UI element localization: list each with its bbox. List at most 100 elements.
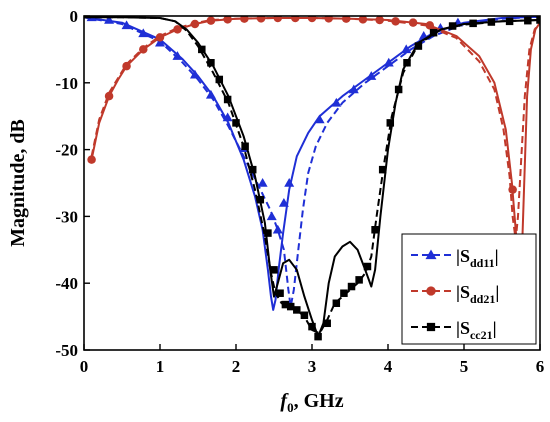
scc21-marker [363,262,372,271]
sdd21-marker [408,18,418,27]
scc21-marker [215,75,224,84]
x-tick-label: 5 [460,357,469,376]
scc21-marker [300,311,309,320]
sdd11-marker [278,198,289,207]
sdd21-dashed-line [90,17,540,241]
legend-marker-sdd11 [425,249,437,260]
scc21-marker [198,45,206,54]
sdd21-marker [508,185,517,194]
x-axis-title-subscript: 0 [287,400,294,415]
scc21-marker [403,59,411,67]
scc21-marker [378,165,387,174]
legend-marker-scc21 [426,322,436,332]
sdd21-marker [291,16,300,23]
x-tick-label: 2 [232,357,241,376]
scc21-marker [314,332,322,341]
scc21-marker [207,59,215,67]
legend: |Sdd11| |Sdd21| |Scc21| [401,233,537,345]
sdd11-marker [172,51,183,60]
sdd11-marker [314,114,325,124]
x-axis-title-main: f [280,390,289,412]
scc21-marker [505,17,514,26]
y-tick-label: -20 [55,141,78,160]
legend-entry-sdd21: |Sdd21| [411,282,499,306]
sdd11-marker [222,112,233,122]
scc21-marker [536,16,540,24]
x-tick-label: 6 [536,357,545,376]
x-tick-label: 3 [308,357,317,376]
y-tick-label: 0 [70,7,79,26]
sdd11-marker [266,211,277,221]
sdd21-marker [173,25,182,34]
sdd21-marker [391,17,400,26]
scc21-marker [308,322,316,331]
scc21-marker [394,85,403,94]
scc21-marker [347,282,356,291]
sdd21-marker [190,19,200,29]
scc21-marker [414,42,423,50]
sdd21-marker [104,91,114,101]
plot-data-layer [84,16,540,341]
legend-box [401,233,537,345]
legend-marker-sdd21 [426,286,436,296]
x-tick-label: 4 [384,357,393,376]
scc21-marker [332,299,341,307]
sdd21-marker [341,16,351,23]
scc21-marker [223,95,232,104]
scc21-marker [355,276,363,284]
series-scc21 [84,16,540,341]
scc21-marker [448,22,457,30]
x-tick-label: 0 [80,357,89,376]
x-axis-title-unit: , GHz [294,390,344,412]
scc21-marker [241,142,249,151]
y-tick-label: -50 [55,341,78,360]
sdd21-marker [324,16,333,23]
sdd21-marker [223,16,232,24]
sdd11-marker [205,89,216,99]
scc21-marker [232,119,240,127]
sdd11-marker [189,69,200,79]
sdd11-marker [138,28,149,38]
scc21-marker [524,16,532,25]
scc21-marker [386,119,395,127]
sdd11-marker [121,20,132,30]
scc21-marker [281,300,290,309]
scc21-marker [487,18,496,26]
sdd21-marker [358,16,368,24]
sdd21-marker [122,61,131,71]
scc21-marker [340,289,348,297]
sdd11-marker [331,97,342,107]
sdd21-marker [256,16,266,23]
y-tick-label: -10 [55,74,78,93]
sdd21-marker [375,16,384,25]
legend-label-sdd11: |Sdd11| [456,246,499,270]
sdd11-marker [155,37,165,47]
legend-entries: |Sdd11| |Sdd21| |Scc21| [411,246,499,342]
sdd21-marker [206,16,216,25]
sdd21-marker [273,16,283,23]
sdd21-marker [240,16,249,23]
scc21-marker [248,165,257,174]
scc21-marker [256,195,265,204]
sdd11-dashed-line [84,16,540,308]
scc21-marker [323,319,331,328]
scc21-marker [469,19,477,28]
sdd11-marker [348,84,359,94]
sdd21-marker [307,16,317,23]
sdd21-marker [87,155,96,164]
y-axis-title: Magnitude, dB [7,119,29,247]
x-axis-title: f0, GHz [280,390,343,415]
sdd11-marker [284,178,295,187]
sdd21-marker [425,21,435,30]
legend-label-sdd21: |Sdd21| [456,282,499,306]
axis-ticks: 0 1 2 3 4 5 6 0 -10 -20 -30 -40 -50 [55,7,544,376]
sdd11-marker [401,44,412,54]
scc21-marker [270,266,278,274]
legend-entry-sdd11: |Sdd11| [411,246,499,270]
y-tick-label: -30 [55,207,78,226]
scc21-marker [293,306,301,314]
sdd21-marker [139,45,148,54]
sdd11-marker [366,71,377,80]
sdd11-marker [272,224,283,234]
